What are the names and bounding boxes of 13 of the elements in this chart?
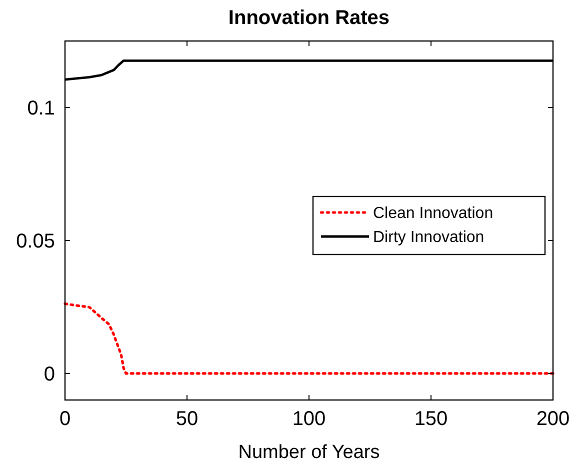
x-tick-label: 0 [59,408,71,430]
y-tick-label: 0 [44,363,55,386]
x-tick-label: 100 [292,408,326,430]
y-tick-label: 0.1 [27,97,55,120]
x-axis-title: Number of Years [238,442,380,463]
line-series [64,302,554,375]
x-tick-label: 150 [414,408,448,430]
x-tick-label: 50 [176,408,198,430]
legend-label: Dirty Innovation [373,229,484,246]
chart-title: Innovation Rates [228,7,390,29]
x-tick-label: 200 [536,408,570,430]
y-tick-label: 0.05 [16,230,55,252]
legend-label: Clean Innovation [373,205,494,222]
